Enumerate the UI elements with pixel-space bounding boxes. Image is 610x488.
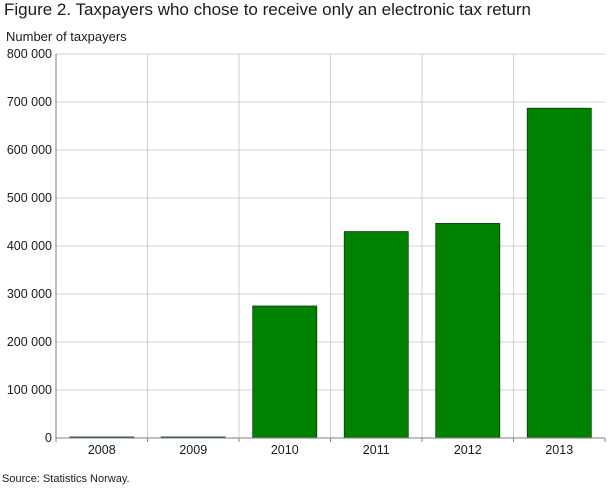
gridlines (56, 53, 605, 438)
chart-title: Figure 2. Taxpayers who chose to receive… (4, 0, 531, 19)
x-tick-label: 2008 (88, 443, 116, 457)
tick-labels: 0 100 000 200 000 300 000 400 000 500 000 600 … (7, 47, 573, 457)
y-tick-label: 800 000 (7, 47, 52, 61)
y-tick-label: 200 000 (7, 335, 52, 349)
axes (55, 54, 606, 442)
y-tick-label: 0 (45, 431, 52, 445)
x-tick-label: 2012 (454, 443, 482, 457)
x-tick-label: 2013 (545, 443, 573, 457)
x-tick-label: 2010 (271, 443, 299, 457)
y-axis-label: Number of taxpayers (6, 29, 127, 44)
bars (69, 107, 592, 439)
y-tick-label: 500 000 (7, 191, 52, 205)
bar-2013 (526, 107, 592, 439)
bar-2011 (343, 231, 409, 439)
y-tick-label: 300 000 (7, 287, 52, 301)
source-note: Source: Statistics Norway. (2, 473, 130, 485)
y-tick-label: 600 000 (7, 143, 52, 157)
bar-2010 (252, 305, 318, 439)
y-tick-label: 700 000 (7, 95, 52, 109)
bar-2012 (435, 223, 501, 439)
x-tick-label: 2009 (179, 443, 207, 457)
x-tick-label: 2011 (363, 443, 390, 457)
y-tick-label: 400 000 (7, 239, 52, 253)
y-tick-label: 100 000 (7, 383, 52, 397)
